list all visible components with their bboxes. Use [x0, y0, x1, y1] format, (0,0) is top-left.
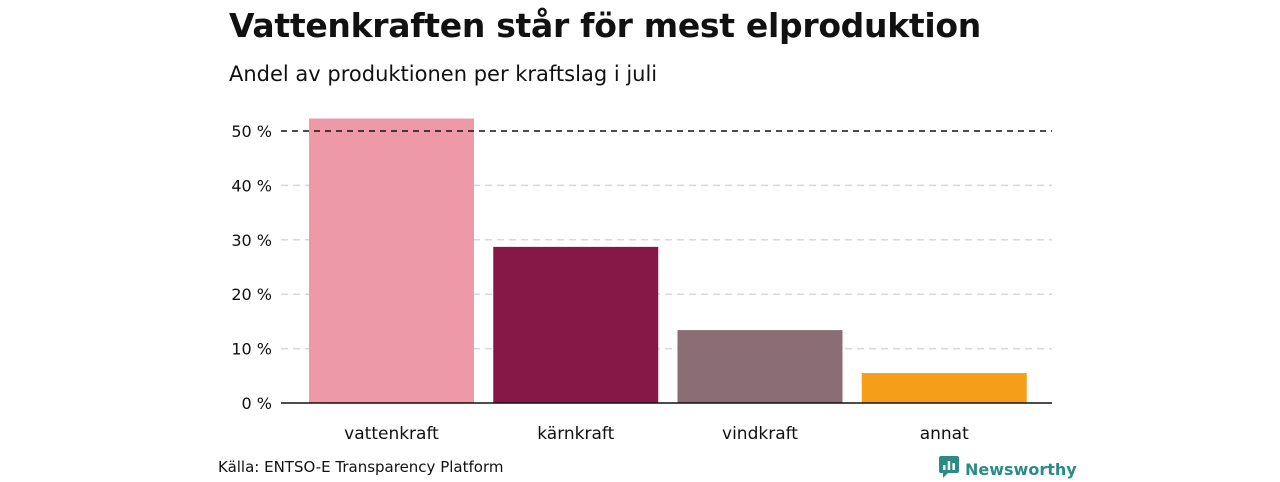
y-tick-label: 30 % [231, 231, 272, 250]
x-tick-label: vindkraft [722, 424, 798, 444]
x-tick-label: annat [920, 424, 969, 444]
bar [493, 246, 659, 403]
brand-name: Newsworthy [965, 459, 1077, 479]
y-tick-label: 20 % [231, 285, 272, 304]
bar [861, 373, 1027, 403]
brand-logo: Newsworthy [939, 456, 1077, 482]
bar-chart-icon [939, 456, 959, 482]
x-tick-label: kärnkraft [537, 424, 614, 444]
bar [677, 330, 843, 403]
chart-subtitle: Andel av produktionen per kraftslag i ju… [229, 62, 658, 86]
bar [309, 118, 474, 403]
chart-title: Vattenkraften står för mest elproduktion [229, 6, 981, 45]
y-tick-label: 50 % [231, 122, 272, 141]
y-tick-label: 40 % [231, 176, 272, 195]
y-tick-label: 10 % [231, 340, 272, 359]
x-tick-label: vattenkraft [344, 424, 439, 444]
y-tick-label: 0 % [242, 394, 272, 413]
source-note: Källa: ENTSO-E Transparency Platform [218, 458, 504, 476]
